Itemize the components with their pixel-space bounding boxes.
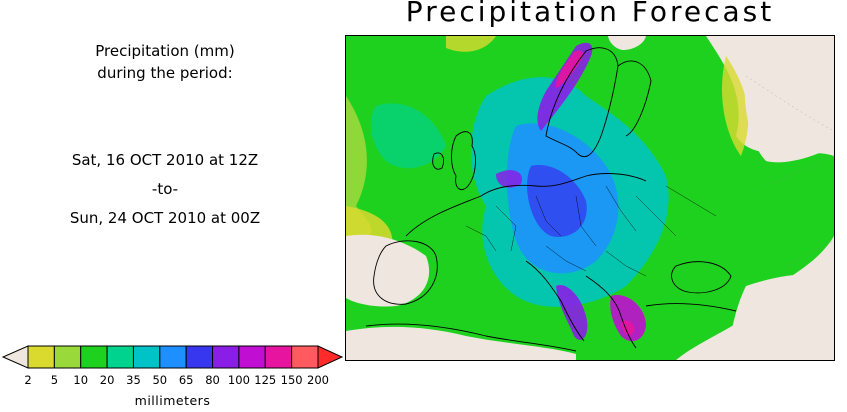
precip-field-italy — [556, 285, 588, 340]
dry-land-africa — [346, 326, 576, 360]
precip-field-greece — [610, 295, 646, 342]
legend-tick-label: 10 — [73, 373, 89, 387]
legend-bin — [53, 345, 82, 369]
legend-bin — [106, 345, 134, 369]
dry-land-iberia — [346, 234, 430, 307]
precip-field-yellow-east — [721, 56, 749, 156]
legend-tick-label: 5 — [50, 373, 59, 387]
legend-colorbar — [1, 345, 344, 369]
precip-field-greece-peak — [621, 320, 635, 336]
legend-tick-label: 150 — [280, 373, 303, 387]
legend-tick-label: 80 — [205, 373, 220, 387]
legend-bin — [291, 345, 319, 369]
dry-land-mideast — [726, 274, 834, 360]
description-line-1: Precipitation (mm) — [95, 42, 235, 60]
description-line-2: during the period: — [97, 64, 233, 82]
dry-land-russia — [744, 57, 834, 163]
graticule — [745, 75, 834, 267]
legend-bin — [27, 345, 55, 369]
precip-field-heavy-2 — [527, 165, 587, 237]
precip-field-yellow-north — [446, 36, 496, 52]
period-dates: Sat, 16 OCT 2010 at 12Z -to- Sun, 24 OCT… — [0, 146, 330, 233]
legend-tick-label: 100 — [227, 373, 250, 387]
precip-field-norway-peak — [555, 50, 583, 88]
precipitation-map — [345, 35, 835, 361]
legend-bin — [132, 345, 161, 369]
start-date: Sat, 16 OCT 2010 at 12Z — [71, 151, 259, 169]
color-legend: 2 5 10 20 35 50 65 80 100 125 150 200 millimeters — [0, 343, 345, 412]
legend-bin — [212, 345, 240, 369]
period-description: Precipitation (mm) during the period: — [0, 40, 330, 84]
legend-tick-label: 125 — [254, 373, 277, 387]
precip-field-northsea — [496, 170, 522, 188]
country-borders — [465, 185, 717, 277]
legend-bin — [238, 345, 266, 369]
legend-units: millimeters — [134, 393, 211, 408]
legend-under-arrow — [1, 345, 29, 369]
legend-bin — [185, 345, 214, 369]
legend-tick-label: 2 — [24, 373, 32, 387]
legend-bin — [80, 345, 108, 369]
map-svg — [346, 36, 834, 360]
end-date: Sun, 24 OCT 2010 at 00Z — [69, 209, 261, 227]
precip-field-teal — [370, 103, 446, 169]
precip-field-norway — [537, 42, 593, 131]
legend-tick-label: 35 — [126, 373, 141, 387]
legend-tick-label: 50 — [152, 373, 168, 387]
date-separator: -to- — [151, 180, 179, 198]
coastlines — [365, 47, 737, 352]
legend-tick-label: 200 — [307, 373, 329, 387]
legend-bin — [159, 345, 187, 369]
legend-tick-label: 20 — [99, 373, 115, 387]
dry-land-scandinavia-north — [608, 36, 646, 50]
chart-title: Precipitation Forecast — [405, 0, 775, 28]
legend-tick-label: 65 — [178, 373, 194, 387]
legend-bin — [264, 345, 293, 369]
legend-over-arrow — [317, 345, 344, 369]
